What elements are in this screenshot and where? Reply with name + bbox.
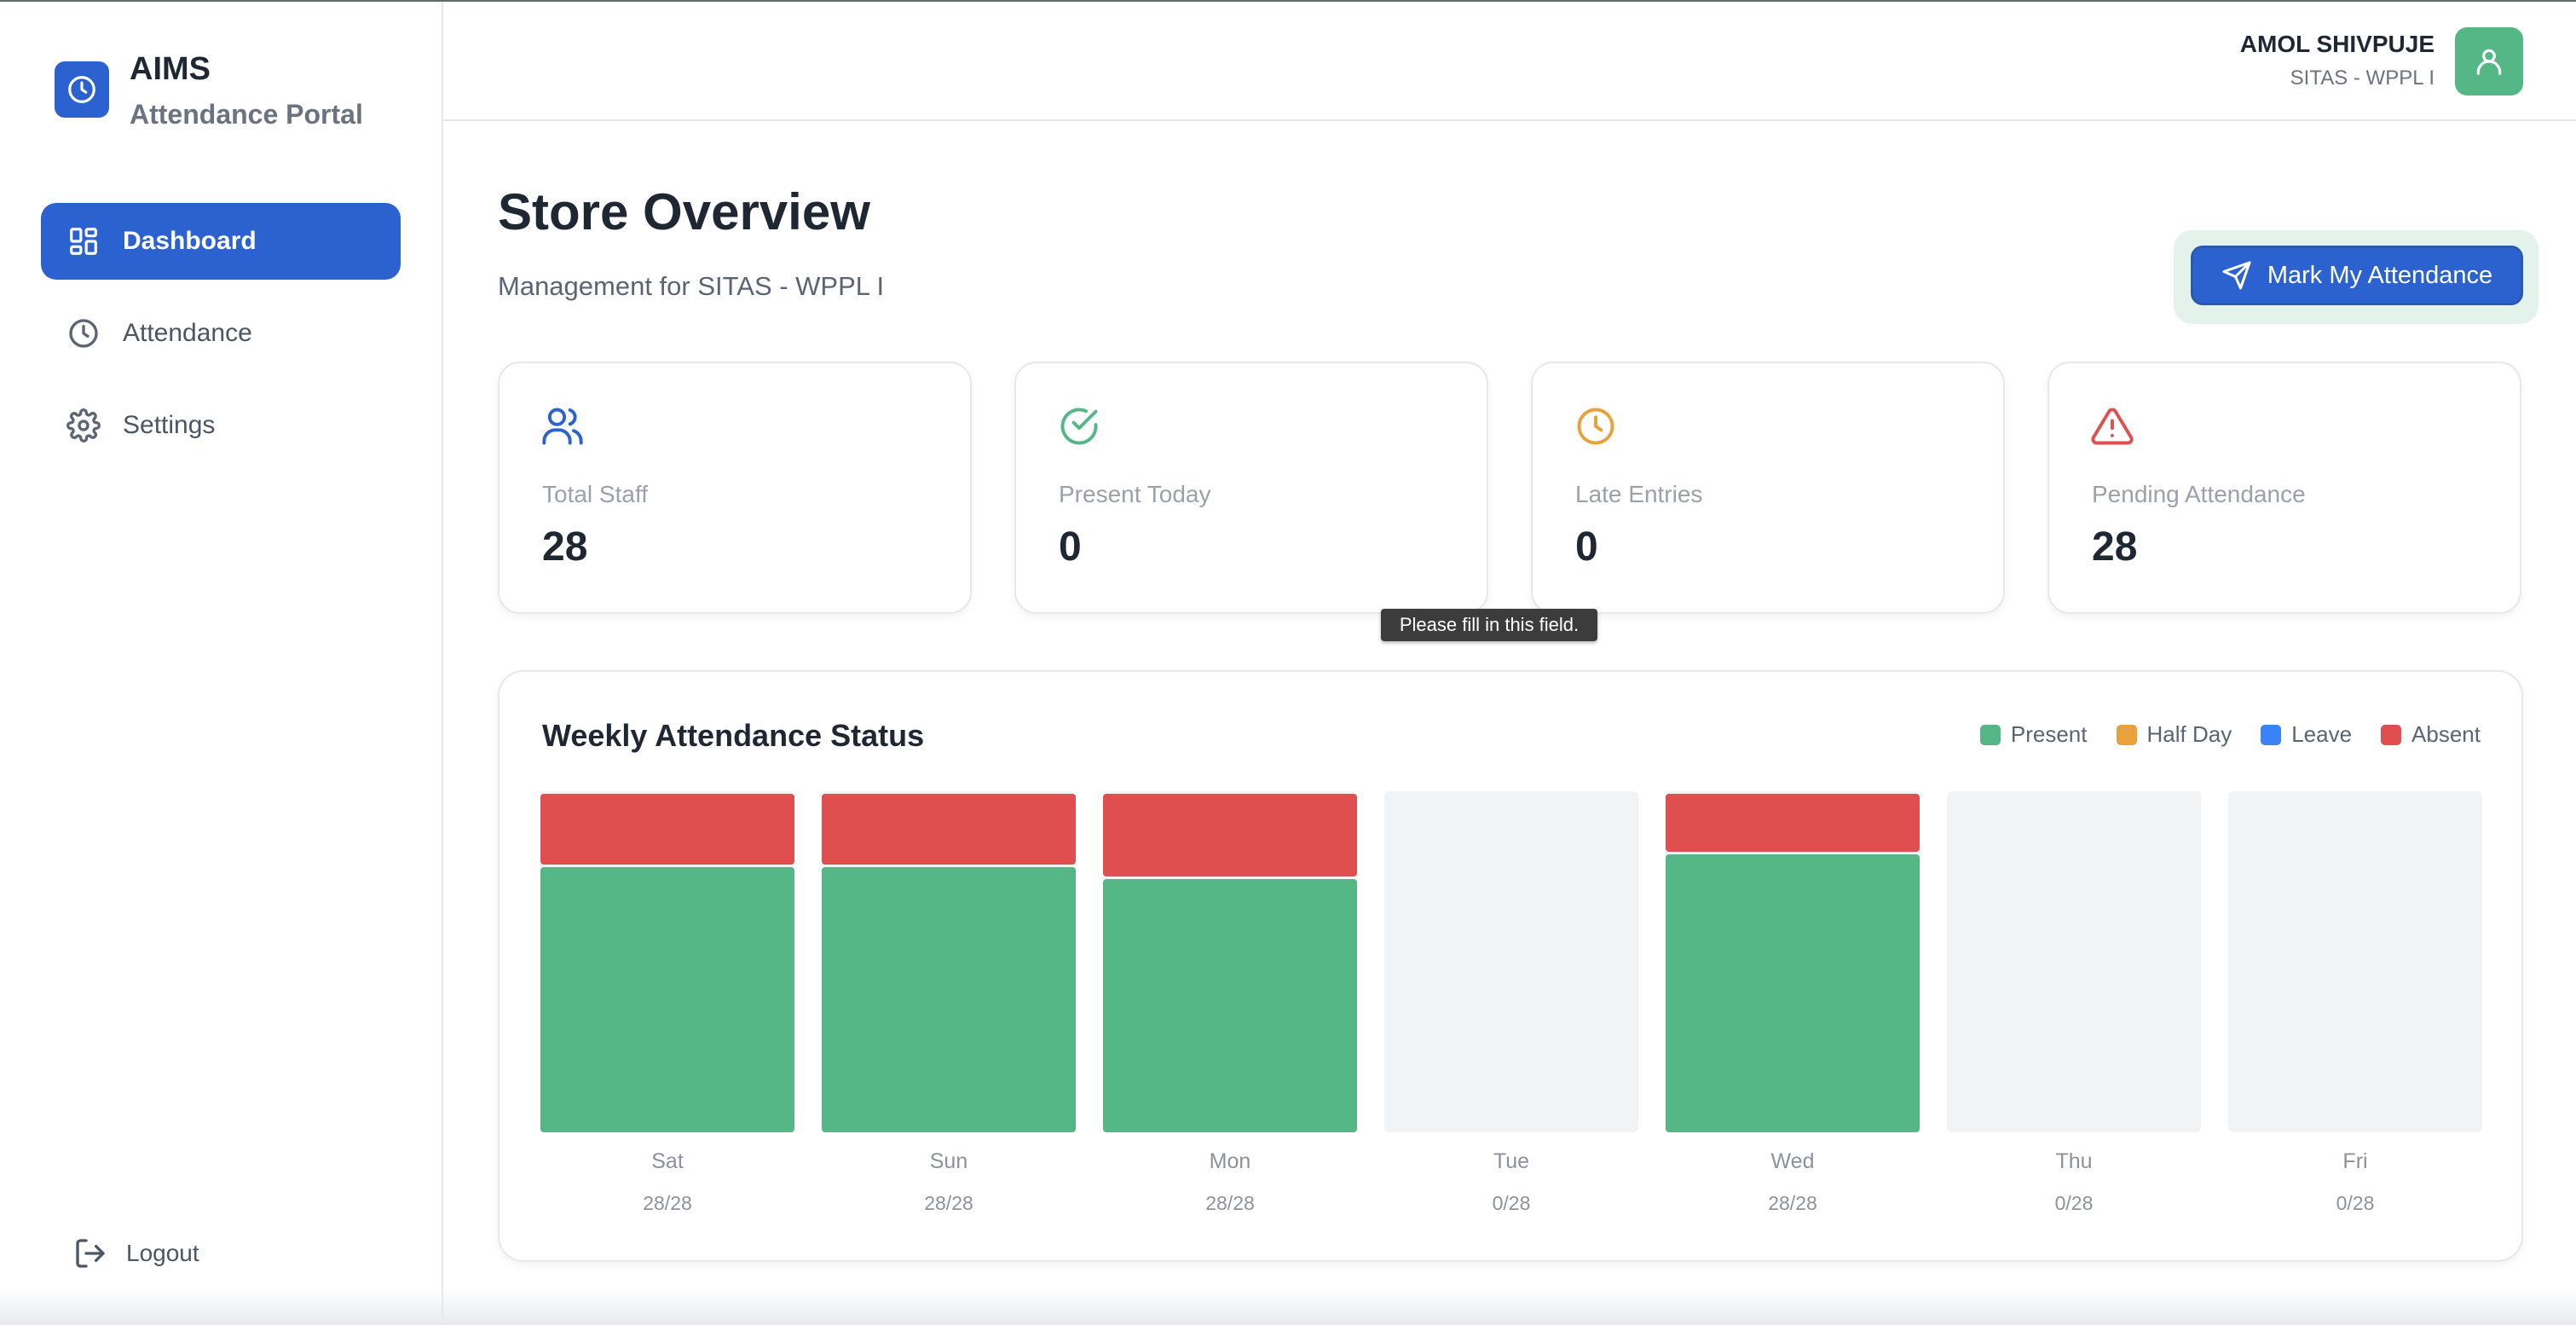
gear-icon [66,408,101,443]
validation-tooltip: Please fill in this field. [1381,609,1597,641]
chart-plot-area: Sat 28/28 Sun 28/28 Mon 28/28 Tue 0/28 Wed 28/28 T… [540,791,2482,1235]
bar-tue [1384,791,1638,1132]
bar-segment-present [822,867,1076,1132]
x-tick-label: Sun [929,1149,968,1173]
stat-value: 28 [542,524,588,570]
stat-value: 0 [1575,524,1598,570]
brand-name: AIMS [130,51,211,87]
brand-subtitle: Attendance Portal [130,99,363,130]
bar-count-label: 0/28 [2336,1192,2375,1214]
bar-count-label: 0/28 [1492,1192,1531,1214]
clock-icon [68,76,95,103]
legend-item-absent: Absent [2381,721,2481,748]
window-top-border [0,0,2576,2]
weekly-attendance-chart: Weekly Attendance Status Present Half Da… [498,670,2523,1262]
legend-item-present: Present [1979,721,2088,748]
user-store: SITAS - WPPL I [2290,67,2434,90]
stat-card-present-today: Present Today 0 [1014,362,1488,614]
bar-sat [540,791,794,1132]
avatar[interactable] [2455,27,2523,95]
dashboard-grid-icon [66,224,101,258]
bar-count-label: 0/28 [2054,1192,2094,1214]
x-tick-label: Tue [1493,1149,1530,1173]
logout-label: Logout [126,1240,199,1266]
stat-label: Pending Attendance [2092,481,2306,507]
legend-label: Present [2010,721,2088,747]
clock-icon [66,316,101,350]
sidebar-item-label: Settings [123,411,216,439]
sidebar: AIMS Attendance Portal Dashboard Attenda… [0,2,443,1325]
mark-attendance-label: Mark My Attendance [2267,261,2493,289]
stat-card-pending-attendance: Pending Attendance 28 [2048,362,2521,614]
bar-background [2228,791,2482,1132]
stat-label: Present Today [1059,481,1211,507]
bar-count-label: 28/28 [924,1192,973,1214]
top-header: AMOL SHIVPUJE SITAS - WPPL I [443,2,2576,121]
sidebar-item-dashboard[interactable]: Dashboard [41,203,401,280]
send-icon [2222,261,2251,290]
legend-swatch [1979,724,2001,745]
bar-fri [2228,791,2482,1132]
bar-segment-absent [1103,794,1357,877]
bar-mon [1103,791,1357,1132]
check-circle-icon [1060,408,1098,445]
page-title: Store Overview [498,183,870,240]
x-tick-label: Fri [2342,1149,2368,1173]
stat-label: Late Entries [1575,481,1703,507]
user-name: AMOL SHIVPUJE [2239,31,2434,57]
page-subtitle: Management for SITAS - WPPL I [498,271,885,301]
bar-sun [822,791,1076,1132]
x-tick-label: Sat [651,1149,684,1173]
bar-segment-absent [822,794,1076,865]
bar-count-label: 28/28 [1205,1192,1255,1214]
stat-label: Total Staff [542,481,649,507]
sidebar-item-attendance[interactable]: Attendance [41,295,401,372]
brand-logo [55,61,109,118]
legend-swatch [2116,724,2137,745]
bar-thu [1947,791,2201,1132]
bar-background [1947,791,2201,1132]
legend-label: Half Day [2146,721,2232,747]
stat-value: 28 [2092,524,2138,570]
alert-triangle-icon [2091,408,2134,445]
x-tick-label: Wed [1770,1149,1815,1173]
user-icon [2476,49,2502,75]
logout-icon [76,1239,105,1268]
stat-value: 0 [1059,524,1082,570]
mark-attendance-button[interactable]: Mark My Attendance [2191,246,2523,305]
sidebar-item-label: Dashboard [123,227,257,255]
bar-segment-present [1103,879,1357,1132]
x-tick-label: Thu [2055,1149,2093,1173]
bar-count-label: 28/28 [1768,1192,1817,1214]
legend-swatch [2381,724,2402,745]
logout-button[interactable]: Logout [73,1236,199,1270]
chart-legend: Present Half Day Leave Absent [1951,721,2481,748]
legend-label: Absent [2411,721,2481,747]
chart-title: Weekly Attendance Status [542,718,925,753]
stat-card-total-staff: Total Staff 28 [498,362,972,614]
legend-item-leave: Leave [2261,721,2352,748]
bar-segment-present [1666,854,1920,1132]
clock-icon [1577,408,1614,445]
stat-card-late-entries: Late Entries 0 [1531,362,2005,614]
legend-label: Leave [2291,721,2353,747]
bar-segment-absent [540,794,794,865]
users-icon [542,408,583,445]
x-tick-label: Mon [1209,1149,1251,1173]
legend-swatch [2261,724,2282,745]
sidebar-item-label: Attendance [123,319,252,347]
bar-background [1384,791,1638,1132]
bar-segment-absent [1666,794,1920,852]
bar-segment-present [540,867,794,1132]
bar-count-label: 28/28 [643,1192,692,1214]
sidebar-item-settings[interactable]: Settings [41,387,401,464]
legend-item-half-day: Half Day [2116,721,2232,748]
bar-wed [1666,791,1920,1132]
